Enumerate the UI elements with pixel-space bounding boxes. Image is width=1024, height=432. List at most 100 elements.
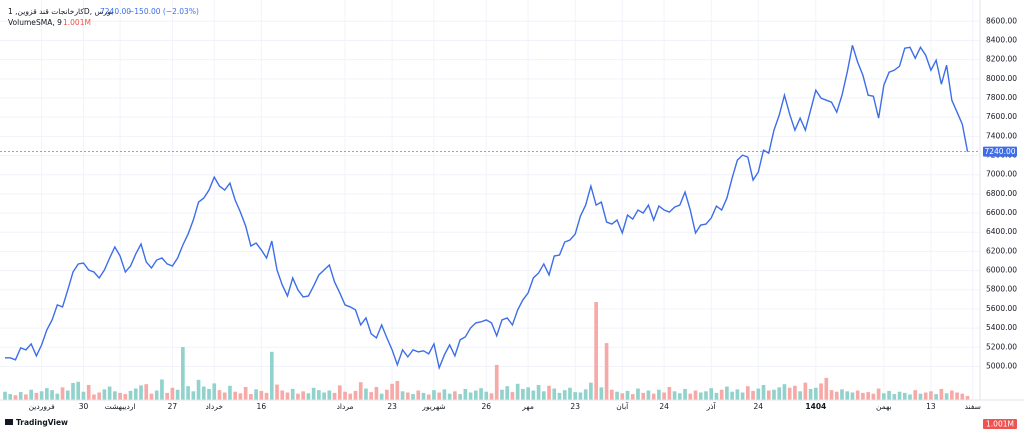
x-tick-label: 16 xyxy=(257,402,267,411)
volume-bar xyxy=(442,389,447,400)
volume-bar xyxy=(285,392,290,400)
y-tick-label: 8600.00 xyxy=(986,16,1017,25)
volume-bar xyxy=(233,391,238,400)
volume-bar xyxy=(332,392,337,400)
volume-bar xyxy=(71,383,75,400)
volume-bar xyxy=(840,389,844,400)
last-price: 7240.00 xyxy=(100,7,131,16)
y-tick-label: 7600.00 xyxy=(986,112,1017,121)
volume-bar xyxy=(955,392,959,400)
volume-bar xyxy=(698,392,703,400)
volume-bar xyxy=(259,390,264,400)
x-tick-label: مرداد xyxy=(337,402,354,411)
volume-bar xyxy=(13,395,18,400)
volume-bar xyxy=(798,391,802,400)
volume-bar xyxy=(688,393,693,400)
volume-bar xyxy=(348,393,353,400)
volume-bar xyxy=(400,391,405,400)
x-tick-label: 24 xyxy=(659,402,669,411)
volume-bar xyxy=(709,388,714,400)
volume-bar xyxy=(222,392,227,400)
volume-bar xyxy=(745,386,750,400)
volume-bar xyxy=(165,392,169,400)
x-tick-label: 30 xyxy=(79,402,89,411)
volume-badge-label: 1.001M xyxy=(986,420,1014,429)
last-price-badge-label: 7240.00 xyxy=(984,147,1015,156)
volume-bar xyxy=(557,392,562,400)
volume-bar xyxy=(144,384,149,400)
volume-bar xyxy=(609,389,614,400)
volume-bar xyxy=(761,384,766,400)
x-tick-label: بهمن xyxy=(876,402,892,411)
volume-bar xyxy=(714,392,719,400)
volume-bar xyxy=(473,390,478,400)
volume-bar xyxy=(421,392,426,400)
volume-bar xyxy=(317,390,321,400)
volume-bar xyxy=(337,385,342,400)
volume-bar xyxy=(630,394,635,400)
volume-bar xyxy=(730,391,734,400)
volume-bar xyxy=(646,390,651,400)
volume-sma: SMA, 9 xyxy=(36,18,62,27)
volume-bar xyxy=(829,390,834,400)
volume-bar xyxy=(186,386,190,400)
volume-bar xyxy=(264,392,269,400)
volume-bar xyxy=(395,381,400,400)
volume-bar xyxy=(133,388,138,400)
y-tick-label: 7400.00 xyxy=(986,131,1017,140)
volume-bar xyxy=(29,389,33,400)
last-price-badge xyxy=(983,146,1017,157)
volume-bar xyxy=(343,391,347,400)
x-tick-label: مهر xyxy=(521,402,534,411)
volume-bar xyxy=(787,387,792,400)
x-tick-label: 26 xyxy=(481,402,491,411)
volume-bar xyxy=(918,393,923,400)
x-tick-label: آبان xyxy=(616,401,629,411)
volume-bar xyxy=(416,390,421,400)
volume-bar xyxy=(463,388,468,400)
volume-bar xyxy=(290,388,295,400)
volume-bar xyxy=(819,383,823,400)
volume-badge xyxy=(983,419,1017,429)
volume-bar xyxy=(76,381,81,400)
volume-bar xyxy=(432,390,436,400)
volume-bar xyxy=(887,390,891,400)
price-line xyxy=(5,45,969,371)
volume-bar xyxy=(181,347,185,400)
volume-bar xyxy=(578,392,583,400)
volume-bar xyxy=(672,391,677,400)
volume-bar xyxy=(625,390,630,400)
volume-bar xyxy=(411,394,415,400)
volume-bar xyxy=(489,393,494,400)
volume-bar xyxy=(447,393,452,400)
volume-bar xyxy=(453,391,457,400)
volume-bar xyxy=(458,394,462,400)
x-tick-label: آذر xyxy=(706,401,717,411)
volume-bar xyxy=(55,393,60,400)
volume-bar xyxy=(861,392,865,400)
x-tick-label: شهریور xyxy=(421,402,445,411)
y-tick-label: 6200.00 xyxy=(986,246,1017,255)
volume-bar xyxy=(238,393,243,400)
volume-bar xyxy=(693,390,698,400)
y-tick-label: 8200.00 xyxy=(986,55,1017,64)
y-tick-label: 6800.00 xyxy=(986,189,1017,198)
volume-bar xyxy=(249,394,253,400)
volume-bar xyxy=(677,393,682,400)
x-tick-label: خرداد xyxy=(205,402,223,411)
volume-bar xyxy=(657,389,661,400)
x-tick-label: 13 xyxy=(926,402,936,411)
volume-bar xyxy=(170,387,175,400)
volume-bar xyxy=(803,382,808,400)
volume-bar xyxy=(855,390,860,400)
volume-bar xyxy=(160,379,164,400)
volume-bar xyxy=(725,386,729,400)
volume-bar xyxy=(541,391,546,400)
volume-bar xyxy=(500,389,504,400)
volume-bar xyxy=(782,384,787,400)
volume-bar xyxy=(92,394,96,400)
volume-bar xyxy=(39,391,44,400)
volume-bar xyxy=(390,383,394,400)
volume-bar xyxy=(845,391,850,400)
x-tick-label: 23 xyxy=(570,402,580,411)
